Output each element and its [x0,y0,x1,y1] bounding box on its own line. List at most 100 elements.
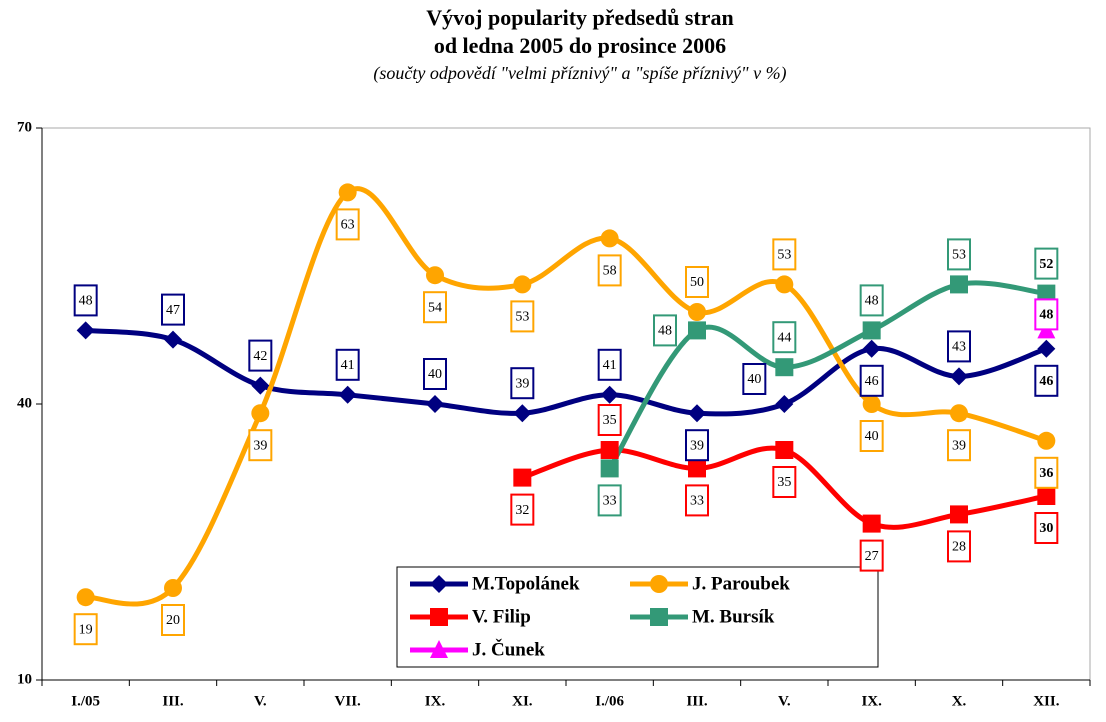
data-point [862,321,881,340]
data-label: 40 [428,367,442,382]
series-line [85,186,1048,607]
data-label-box [685,266,709,298]
data-label-box [947,330,971,363]
data-point [775,358,794,377]
data-label-box [73,284,98,317]
data-point [688,321,706,340]
x-tick-label: III. [686,693,708,709]
data-point [164,579,182,597]
x-tick-label: XII. [1033,693,1060,709]
data-label: 48 [865,294,879,309]
data-label: 53 [515,310,529,325]
data-point [950,367,968,386]
data-label: 30 [1039,521,1053,536]
data-point [688,459,706,478]
data-label-box [597,254,622,287]
data-label-box [1034,456,1059,489]
data-label-box [597,348,622,381]
x-tick-label: XI. [512,693,533,709]
data-label: 39 [690,438,704,453]
data-label-box [248,429,273,462]
data-label-box [859,420,884,452]
data-label: 40 [865,429,879,444]
legend-marker [650,608,668,626]
legend-label: M.Topolánek [472,573,580,594]
legend-label: M. Bursík [692,606,775,627]
legend-marker [430,608,448,626]
data-point [688,303,706,321]
data-point [775,441,794,459]
data-label: 33 [690,494,704,509]
data-label: 54 [428,300,442,315]
data-label: 46 [1039,374,1053,389]
data-label-box [510,367,535,400]
data-label-box [653,314,677,347]
data-point [513,275,532,294]
data-point [862,339,881,358]
data-label-box [859,284,884,317]
data-label: 53 [952,248,966,263]
data-point [950,404,968,423]
data-label: 33 [603,494,617,509]
data-label-box [947,530,971,563]
data-point [338,183,357,202]
data-point [1037,339,1056,358]
data-label-box [859,539,884,572]
data-label: 19 [79,622,93,637]
data-point [513,404,532,423]
data-point [251,404,270,423]
data-label-box [685,429,709,462]
data-label-box [772,466,797,498]
data-point [426,395,444,413]
legend-marker [650,575,668,593]
data-label-box [423,291,447,324]
data-point [600,229,619,248]
data-label-box [685,484,709,517]
data-label-box [248,339,273,372]
data-label-box [597,404,622,436]
data-label: 43 [952,340,966,355]
data-label: 50 [690,275,704,290]
data-point [426,266,444,285]
data-label: 27 [865,549,879,564]
x-tick-label: I./06 [595,693,624,709]
data-label: 63 [341,218,355,233]
data-label: 48 [1039,308,1053,323]
data-point [600,459,619,478]
data-point [76,588,95,607]
data-label: 42 [253,349,267,364]
data-label: 36 [1039,466,1053,481]
data-label: 46 [865,374,879,389]
legend-label: J. Paroubek [692,573,790,594]
y-tick-label: 40 [17,395,32,411]
data-label-box [859,364,884,397]
data-label: 58 [603,264,617,279]
data-label: 48 [79,294,93,309]
data-point [600,441,619,459]
data-label-box [335,208,360,241]
data-label: 47 [166,303,180,318]
x-tick-label: VII. [335,693,362,709]
legend-label: J. Čunek [472,638,545,660]
y-tick-label: 10 [17,671,32,687]
data-label: 44 [777,330,791,345]
data-label: 35 [777,475,791,490]
data-point [862,514,881,533]
data-label-box [1034,247,1059,280]
data-label: 32 [515,503,529,518]
data-label: 39 [253,438,267,453]
data-label-box [947,238,971,271]
data-label-box [161,604,185,636]
data-point [76,321,95,340]
data-label-box [161,293,185,326]
data-label-box [1034,512,1059,544]
data-label: 39 [515,376,529,391]
data-label-box [772,238,797,271]
data-point [513,468,532,487]
data-label: 20 [166,613,180,628]
data-point [775,395,794,413]
series-line [85,327,1048,417]
data-label: 41 [603,358,617,373]
chart-subtitle: od ledna 2005 do prosince 2006 [434,33,726,58]
